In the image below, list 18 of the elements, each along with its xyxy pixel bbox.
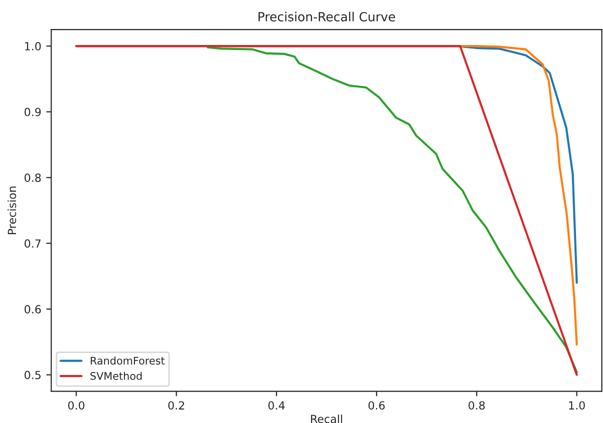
x-tick-label: 0.2 — [168, 401, 184, 410]
y-tick-label: 0.5 — [24, 370, 41, 380]
x-tick-label: 0.0 — [68, 401, 84, 410]
y-axis-title: Precision — [8, 186, 16, 234]
legend-label: RandomForest — [90, 356, 165, 365]
x-tick-label: 0.6 — [368, 401, 385, 410]
x-axis-title: Recall — [311, 414, 342, 423]
x-tick-label: 0.4 — [268, 401, 285, 410]
y-tick-label: 0.6 — [24, 305, 41, 314]
x-tick-label: 0.8 — [468, 401, 485, 410]
chart-title: Precision-Recall Curve — [258, 12, 396, 22]
y-tick-label: 1.0 — [25, 42, 41, 50]
line-series — [206, 46, 578, 374]
y-tick-label: 0.8 — [24, 174, 41, 182]
legend-label: SVMethod — [90, 372, 142, 380]
x-tick-label: 1.0 — [569, 401, 585, 410]
y-tick-label: 0.9 — [24, 108, 41, 116]
y-tick-label: 0.7 — [24, 239, 41, 248]
